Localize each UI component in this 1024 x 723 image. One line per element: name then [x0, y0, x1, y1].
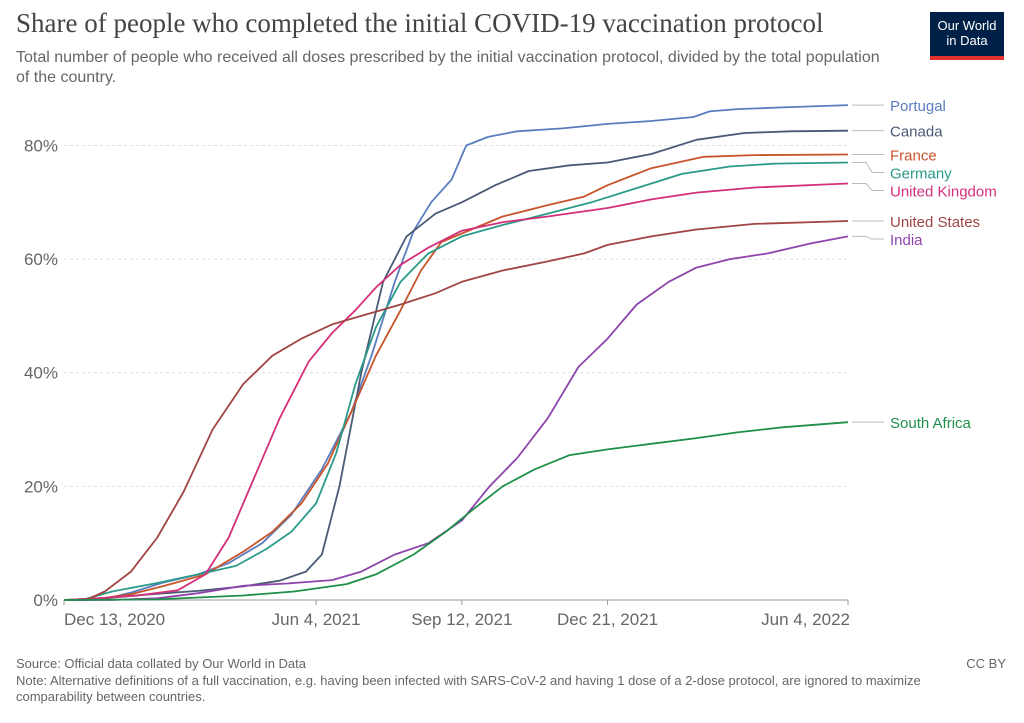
- license-label[interactable]: CC BY: [966, 656, 1006, 671]
- series-label: Portugal: [890, 98, 946, 115]
- series-label: France: [890, 148, 937, 165]
- x-tick-label: Dec 13, 2020: [64, 610, 165, 629]
- x-tick-label: Sep 12, 2021: [411, 610, 512, 629]
- series-line: [64, 235, 849, 601]
- y-tick-label: 40%: [24, 364, 58, 383]
- series-line: [64, 104, 849, 601]
- y-tick-label: 80%: [24, 136, 58, 155]
- line-chart: 0% 20% 40% 60% 80% Dec 13, 2020 Jun 4, 2021 Sep…: [24, 98, 997, 629]
- y-tick-label: 20%: [24, 477, 58, 496]
- source-note: Source: Official data collated by Our Wo…: [16, 656, 306, 671]
- logo-line-2: in Data: [946, 33, 988, 48]
- series-line: [63, 182, 849, 601]
- x-tick-label: Jun 4, 2021: [272, 610, 361, 629]
- series-line: [63, 421, 849, 601]
- methodology-note: Note: Alternative definitions of a full …: [16, 673, 921, 704]
- chart-subtitle: Total number of people who received all …: [16, 49, 880, 86]
- series-label: India: [890, 232, 923, 249]
- logo-line-1: Our World: [937, 18, 997, 33]
- series-label: Germany: [890, 166, 952, 183]
- series-line: [64, 220, 849, 601]
- x-tick-label: Jun 4, 2022: [761, 610, 850, 629]
- x-tick-label: Dec 21, 2021: [557, 610, 658, 629]
- series-label: South Africa: [890, 415, 972, 432]
- series-line: [63, 161, 849, 601]
- y-tick-label: 0%: [33, 591, 58, 610]
- series-line: [63, 153, 849, 601]
- series-line: [63, 129, 849, 601]
- owid-logo[interactable]: Our World in Data: [930, 12, 1004, 60]
- legend-connector: [852, 162, 884, 174]
- series-label: United Kingdom: [890, 184, 997, 201]
- y-tick-label: 60%: [24, 250, 58, 269]
- legend-connector: [852, 183, 884, 192]
- legend-connector: [852, 235, 884, 240]
- series-label: United States: [890, 214, 980, 231]
- logo-accent-bar: [930, 56, 1004, 60]
- series-label: Canada: [890, 124, 943, 141]
- chart-title: Share of people who completed the initia…: [16, 8, 824, 38]
